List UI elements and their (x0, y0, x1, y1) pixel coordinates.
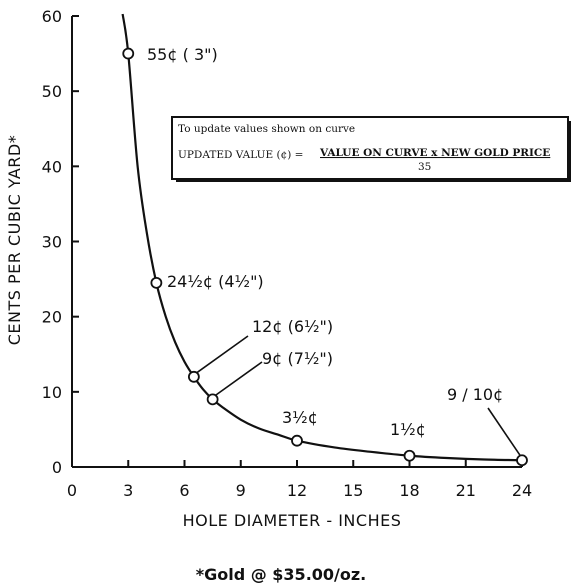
x-tick-label-7: 21 (456, 481, 476, 500)
data-label-7-5in: 9¢ (7½") (262, 349, 333, 368)
data-points (122, 47, 528, 467)
x-tick-label-0: 0 (67, 481, 77, 500)
x-tick-label-1: 3 (123, 481, 133, 500)
y-tick-label-3: 30 (42, 233, 62, 252)
x-tick-label-2: 6 (179, 481, 189, 500)
data-label-24in: 9 / 10¢ (447, 385, 503, 404)
data-point-1 (150, 276, 163, 289)
y-tick-label-2: 20 (42, 308, 62, 327)
leader-24in (487, 407, 523, 459)
x-tick-label-5: 15 (343, 481, 363, 500)
y-tick-label-6: 60 (42, 7, 62, 26)
data-point-2 (187, 370, 200, 383)
data-label-18in: 1½¢ (390, 420, 426, 439)
x-tick-label-6: 18 (399, 481, 419, 500)
footnote: *Gold @ $35.00/oz. (196, 565, 367, 584)
annotation-formula-prefix: UPDATED VALUE (¢) = (178, 149, 303, 161)
annotation-formula-numerator: VALUE ON CURVE x NEW GOLD PRICE (319, 147, 550, 159)
data-point-0 (122, 47, 135, 60)
y-tick-label-0: 0 (52, 458, 62, 477)
data-label-12in: 3½¢ (282, 408, 318, 427)
y-tick-label-4: 40 (42, 157, 62, 176)
tick-labels: 0 3 6 9 12 15 18 21 24 0 10 20 30 40 50 60 (42, 7, 533, 500)
annotation-line1: To update values shown on curve (178, 123, 355, 135)
y-axis-title: CENTS PER CUBIC YARD* (5, 135, 24, 345)
data-point-6 (516, 454, 528, 467)
point-labels: 55¢ ( 3") 24½¢ (4½") 12¢ (6½") 9¢ (7½") … (147, 45, 503, 439)
y-tick-label-5: 50 (42, 82, 62, 101)
leader-7-5in (212, 361, 263, 399)
leader-6-5in (193, 335, 249, 376)
leader-lines (193, 335, 523, 459)
data-label-6-5in: 12¢ (6½") (252, 317, 333, 336)
y-tick-label-1: 10 (42, 383, 62, 402)
data-point-5 (403, 449, 416, 462)
annotation-box: To update values shown on curve UPDATED … (171, 116, 571, 182)
data-point-3 (206, 393, 219, 406)
x-tick-label-8: 24 (512, 481, 532, 500)
data-point-4 (291, 434, 303, 447)
data-label-4-5in: 24½¢ (4½") (167, 272, 264, 291)
x-tick-label-4: 12 (287, 481, 307, 500)
annotation-formula-denominator: 35 (418, 161, 431, 173)
x-tick-label-3: 9 (236, 481, 246, 500)
data-label-3in: 55¢ ( 3") (147, 45, 218, 64)
x-axis-title: HOLE DIAMETER - INCHES (183, 511, 402, 530)
